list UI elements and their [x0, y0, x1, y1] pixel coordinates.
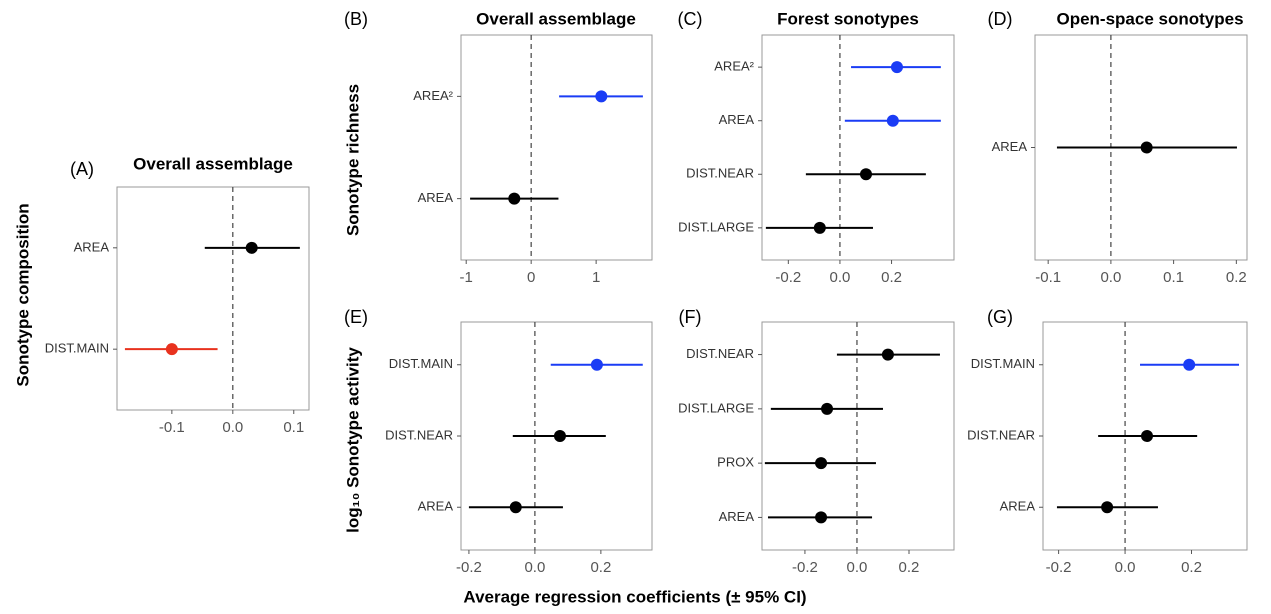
y-tick-label: DIST.NEAR: [686, 346, 754, 361]
y-tick-label: AREA: [719, 112, 755, 127]
panel-label: (B): [344, 9, 368, 29]
y-tick-label: AREA²: [714, 59, 754, 74]
x-tick-label: -1: [460, 269, 473, 286]
y-tick-label: AREA: [719, 509, 755, 524]
x-tick-label: 0.2: [881, 269, 902, 286]
x-tick-label: 0.0: [830, 269, 851, 286]
row-label: Sonotype richness: [343, 84, 362, 236]
plot-frame: [761, 321, 955, 551]
y-tick-label: DIST.NEAR: [967, 427, 1035, 442]
y-tick-label: DIST.LARGE: [678, 219, 754, 234]
estimate-point: [813, 221, 826, 234]
panel-title: Overall assemblage: [133, 154, 293, 173]
estimate-point: [595, 90, 608, 103]
panel-title: Overall assemblage: [476, 9, 636, 28]
x-tick-label: 0.0: [524, 559, 545, 576]
x-tick-label: 1: [592, 269, 600, 286]
x-tick-label: -0.2: [775, 269, 801, 286]
estimate-point: [881, 348, 894, 361]
panel-label: (D): [988, 9, 1013, 29]
y-tick-label: AREA: [1000, 499, 1036, 514]
x-tick-label: 0.2: [1181, 559, 1202, 576]
y-tick-label: AREA: [992, 139, 1028, 154]
estimate-point: [815, 457, 828, 470]
plot-frame: [761, 34, 955, 261]
x-tick-label: 0.2: [1226, 269, 1247, 286]
panel-label: (G): [987, 307, 1013, 327]
panel-label: (E): [344, 307, 368, 327]
y-tick-label: DIST.MAIN: [45, 341, 109, 356]
estimate-point: [860, 168, 872, 181]
y-tick-label: PROX: [717, 455, 754, 470]
estimate-point: [886, 114, 899, 127]
x-tick-label: -0.1: [159, 419, 185, 436]
panel-label: (F): [679, 307, 702, 327]
y-tick-label: AREA: [418, 190, 454, 205]
x-tick-label: 0.0: [1115, 559, 1136, 576]
x-tick-label: 0.1: [283, 419, 304, 436]
x-tick-label: -0.1: [1035, 269, 1061, 286]
panel-label: (C): [678, 9, 703, 29]
y-tick-label: DIST.NEAR: [686, 166, 754, 181]
estimate-point: [508, 192, 521, 205]
panel-title: Open-space sonotypes: [1056, 9, 1243, 28]
row-label: log₁₀ Sonotype activity: [343, 347, 362, 533]
estimate-point: [1183, 358, 1196, 371]
y-tick-label: DIST.NEAR: [385, 427, 453, 442]
x-tick-label: -0.2: [456, 559, 482, 576]
estimate-point: [553, 430, 566, 442]
estimate-point: [821, 402, 834, 415]
x-tick-label: 0.0: [222, 419, 243, 436]
x-tick-label: -0.2: [1046, 559, 1072, 576]
y-tick-label: DIST.MAIN: [389, 356, 453, 371]
estimate-point: [590, 358, 603, 371]
x-tick-label: 0: [527, 269, 535, 286]
x-tick-label: 0.2: [590, 559, 611, 576]
y-tick-label: AREA²: [413, 88, 453, 103]
x-tick-label: -0.2: [792, 559, 818, 576]
x-tick-label: 0.2: [899, 559, 920, 576]
y-tick-label: AREA: [418, 499, 454, 514]
estimate-point: [245, 241, 258, 254]
panel-label: (A): [70, 159, 94, 179]
plot-frame: [460, 34, 653, 261]
y-tick-label: DIST.LARGE: [678, 400, 754, 415]
x-axis-label: Average regression coefficients (± 95% C…: [463, 587, 806, 606]
y-tick-label: DIST.MAIN: [971, 356, 1035, 371]
y-tick-label: AREA: [74, 239, 110, 254]
x-tick-label: 0.0: [1100, 269, 1121, 286]
estimate-point: [890, 61, 903, 74]
x-tick-label: 0.0: [847, 559, 868, 576]
row-label: Sonotype composition: [13, 203, 32, 386]
estimate-point: [165, 343, 178, 356]
estimate-point: [1140, 141, 1153, 154]
plot-frame: [116, 186, 310, 411]
estimate-point: [509, 501, 522, 514]
panel-title: Forest sonotypes: [777, 9, 919, 28]
x-tick-label: 0.1: [1163, 269, 1184, 286]
estimate-point: [815, 511, 828, 524]
estimate-point: [1101, 501, 1114, 514]
estimate-point: [1140, 430, 1153, 442]
